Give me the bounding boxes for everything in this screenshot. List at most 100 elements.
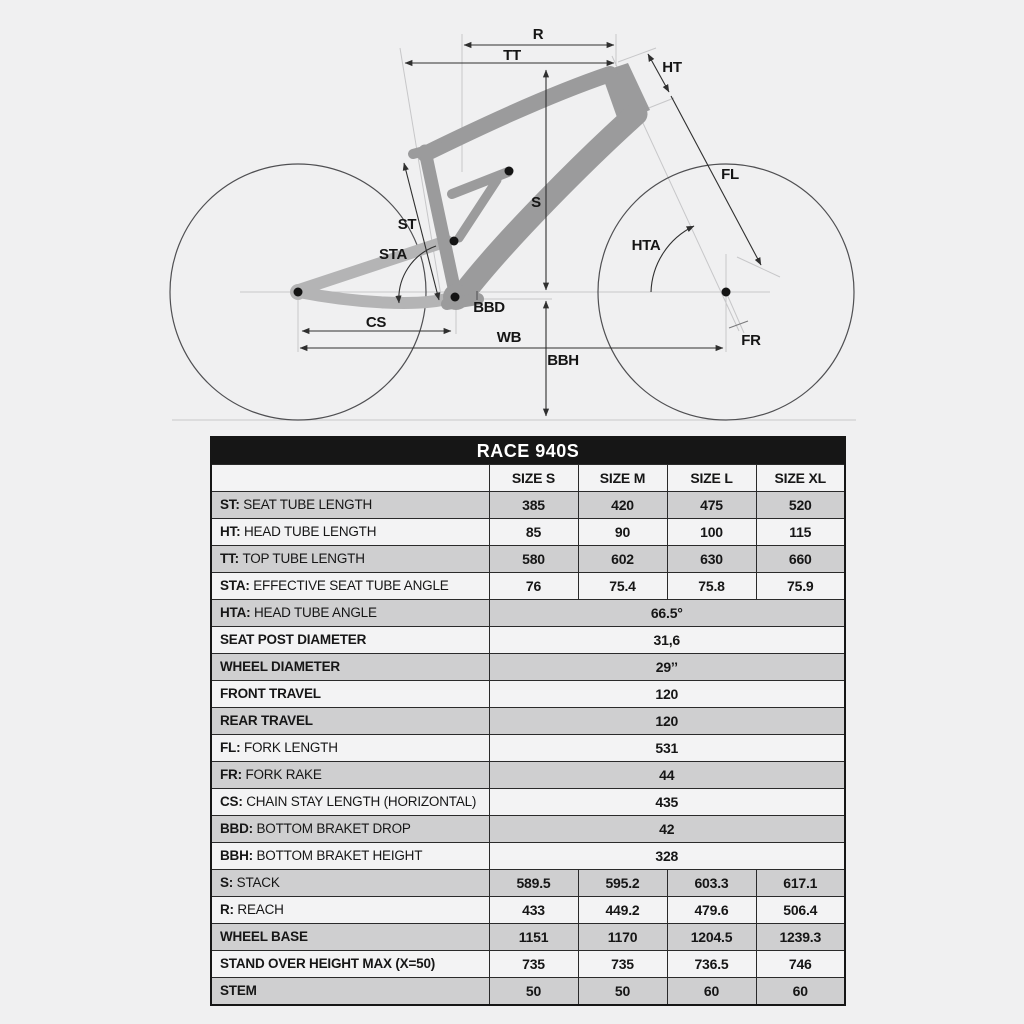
- row-label: BBD: BOTTOM BRAKET DROP: [210, 815, 490, 843]
- row-label-text: STAND OVER HEIGHT MAX (X=50): [220, 956, 436, 972]
- row-value-merged: 44: [488, 761, 846, 789]
- row-value: 520: [755, 491, 846, 519]
- row-label-text: HEAD TUBE LENGTH: [243, 524, 377, 540]
- table-title-row: RACE 940S: [210, 436, 846, 465]
- dim-seat-tube: [402, 162, 441, 301]
- row-label-prefix: ST:: [220, 497, 244, 513]
- row-value: 115: [755, 518, 846, 546]
- table-row: SEAT POST DIAMETER 31,6: [210, 626, 846, 654]
- row-value: 75.9: [755, 572, 846, 600]
- row-value-merged: 120: [488, 680, 846, 708]
- row-label-text: TOP TUBE LENGTH: [242, 551, 365, 567]
- size-column-header-2: SIZE M: [577, 464, 668, 492]
- row-label: BBH: BOTTOM BRAKET HEIGHT: [210, 842, 490, 870]
- dim-label-hta: HTA: [632, 237, 661, 254]
- row-label: FR: FORK RAKE: [210, 761, 490, 789]
- table-row: S: STACK 589.5 595.2 603.3 617.1: [210, 869, 846, 897]
- dim-seat-tube-angle-arc: [395, 245, 437, 304]
- row-value: 603.3: [666, 869, 757, 897]
- row-label-prefix: FR:: [220, 767, 246, 783]
- front-wheel-outline: [597, 163, 855, 421]
- row-value: 85: [488, 518, 579, 546]
- row-label: TT: TOP TUBE LENGTH: [210, 545, 490, 573]
- rocker-link: [447, 167, 513, 199]
- row-label: CS: CHAIN STAY LENGTH (HORIZONTAL): [210, 788, 490, 816]
- row-value: 479.6: [666, 896, 757, 924]
- row-value: 589.5: [488, 869, 579, 897]
- table-row: HTA: HEAD TUBE ANGLE 66.5°: [210, 599, 846, 627]
- row-label-text: CHAIN STAY LENGTH (HORIZONTAL): [246, 794, 477, 810]
- row-label: SEAT POST DIAMETER: [210, 626, 490, 654]
- row-label-text: WHEEL DIAMETER: [220, 659, 340, 675]
- row-value-merged: 66.5°: [488, 599, 846, 627]
- row-label-text: STEM: [220, 983, 257, 999]
- row-value: 1239.3: [755, 923, 846, 951]
- seat-tube: [418, 144, 463, 304]
- row-value: 630: [666, 545, 757, 573]
- shock: [454, 175, 502, 243]
- row-value: 420: [577, 491, 668, 519]
- seat-tube-top: [408, 142, 444, 159]
- dim-label-bbh: BBH: [547, 352, 579, 369]
- row-value: 75.8: [666, 572, 757, 600]
- row-label-text: FORK RAKE: [245, 767, 322, 783]
- dim-label-fl: FL: [721, 166, 739, 183]
- geometry-rows: ST: SEAT TUBE LENGTH 385 420 475 520 HT: HEAD…: [210, 491, 846, 1006]
- table-row: CS: CHAIN STAY LENGTH (HORIZONTAL) 435: [210, 788, 846, 816]
- front-axle-dot: [721, 287, 731, 297]
- row-label-prefix: S:: [220, 875, 237, 891]
- dim-label-bbd: BBD: [473, 299, 505, 316]
- row-value: 60: [755, 977, 846, 1006]
- row-value: 100: [666, 518, 757, 546]
- row-value-merged: 29’’: [488, 653, 846, 681]
- bike-frame-illustration: [408, 63, 650, 310]
- dim-label-fr: FR: [741, 332, 761, 349]
- row-label: S: STACK: [210, 869, 490, 897]
- row-label-text: STACK: [236, 875, 280, 891]
- row-label: WHEEL BASE: [210, 923, 490, 951]
- table-row: HT: HEAD TUBE LENGTH 85 90 100 115: [210, 518, 846, 546]
- row-label-text: FORK LENGTH: [243, 740, 338, 756]
- row-value: 75.4: [577, 572, 668, 600]
- row-label: STEM: [210, 977, 490, 1006]
- row-value: 595.2: [577, 869, 668, 897]
- dim-label-sta: STA: [379, 246, 407, 263]
- top-tube: [417, 66, 618, 162]
- row-label-text: REACH: [237, 902, 284, 918]
- table-row: WHEEL DIAMETER 29’’: [210, 653, 846, 681]
- row-value: 506.4: [755, 896, 846, 924]
- row-label-text: EFFECTIVE SEAT TUBE ANGLE: [253, 578, 449, 594]
- size-column-header-4: SIZE XL: [755, 464, 846, 492]
- model-name: RACE 940S: [210, 436, 846, 465]
- row-label-prefix: HTA:: [220, 605, 254, 621]
- row-value: 60: [666, 977, 757, 1006]
- row-label-text: HEAD TUBE ANGLE: [254, 605, 377, 621]
- row-label-prefix: BBH:: [220, 848, 257, 864]
- table-row: ST: SEAT TUBE LENGTH 385 420 475 520: [210, 491, 846, 519]
- table-row: TT: TOP TUBE LENGTH 580 602 630 660: [210, 545, 846, 573]
- dim-fork-length: [670, 95, 762, 266]
- geometry-table: RACE 940S SIZE S SIZE M SIZE L SIZE XL ST: …: [210, 436, 847, 1006]
- row-label: REAR TRAVEL: [210, 707, 490, 735]
- row-value: 735: [577, 950, 668, 978]
- row-value: 1170: [577, 923, 668, 951]
- dim-head-tube-angle-arc: [650, 225, 695, 293]
- row-label-prefix: FL:: [220, 740, 244, 756]
- dim-label-ht: HT: [662, 59, 682, 76]
- down-tube: [452, 102, 648, 305]
- row-value: 90: [577, 518, 668, 546]
- row-value: 735: [488, 950, 579, 978]
- row-value-merged: 31,6: [488, 626, 846, 654]
- table-row: STA: EFFECTIVE SEAT TUBE ANGLE 76 75.4 75.8…: [210, 572, 846, 600]
- chain-stay: [293, 286, 456, 309]
- row-label: HTA: HEAD TUBE ANGLE: [210, 599, 490, 627]
- bottom-bracket-dot: [450, 292, 460, 302]
- row-value: 746: [755, 950, 846, 978]
- row-value: 617.1: [755, 869, 846, 897]
- table-row: REAR TRAVEL 120: [210, 707, 846, 735]
- row-label: ST: SEAT TUBE LENGTH: [210, 491, 490, 519]
- rocker-pivot-dot: [504, 166, 514, 176]
- row-label-prefix: R:: [220, 902, 238, 918]
- table-row: FR: FORK RAKE 44: [210, 761, 846, 789]
